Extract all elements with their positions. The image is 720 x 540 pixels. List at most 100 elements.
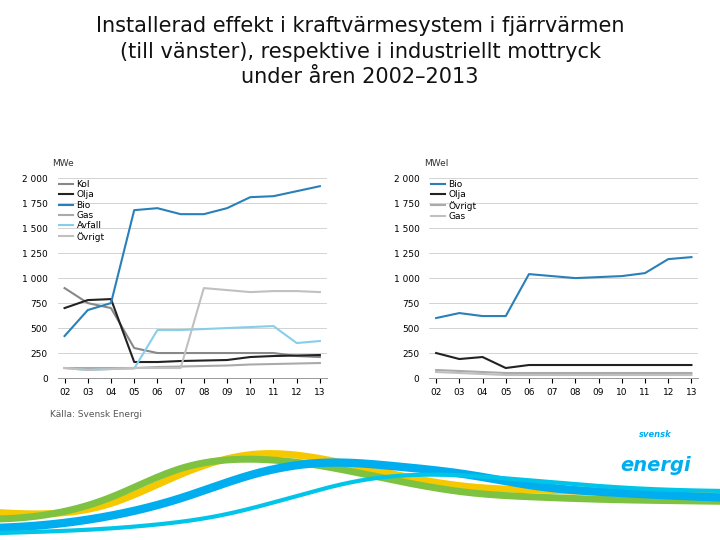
Gas bbox=[292, 360, 301, 367]
Olja bbox=[60, 305, 69, 311]
Olja bbox=[269, 353, 278, 359]
Gas bbox=[618, 372, 626, 378]
Text: MWe: MWe bbox=[53, 159, 74, 168]
Kol bbox=[176, 350, 185, 356]
Avfall bbox=[199, 326, 208, 332]
Kol bbox=[315, 354, 324, 360]
Olja bbox=[153, 359, 162, 365]
Bio bbox=[548, 273, 557, 279]
Line: Olja: Olja bbox=[65, 299, 320, 362]
Bio bbox=[176, 211, 185, 218]
Gas bbox=[60, 365, 69, 372]
Olja bbox=[525, 362, 534, 368]
Text: Installerad effekt i kraftvärmesystem i fjärrvärmen
(till vänster), respektive i: Installerad effekt i kraftvärmesystem i … bbox=[96, 16, 624, 87]
Övrigt bbox=[525, 370, 534, 376]
Övrigt bbox=[269, 288, 278, 294]
Olja bbox=[594, 362, 603, 368]
Bio bbox=[525, 271, 534, 278]
Olja bbox=[292, 352, 301, 359]
Gas bbox=[664, 372, 672, 378]
Olja bbox=[571, 362, 580, 368]
Avfall bbox=[84, 367, 92, 373]
Övrigt bbox=[60, 365, 69, 372]
Bio bbox=[292, 188, 301, 194]
Övrigt bbox=[455, 368, 464, 374]
Övrigt bbox=[664, 370, 672, 376]
Kol bbox=[130, 345, 138, 351]
Avfall bbox=[176, 327, 185, 333]
Övrigt bbox=[548, 370, 557, 376]
Bio bbox=[60, 333, 69, 339]
Olja bbox=[641, 362, 649, 368]
Text: energi: energi bbox=[620, 456, 690, 475]
Övrigt bbox=[432, 367, 441, 373]
Övrigt bbox=[501, 370, 510, 376]
Övrigt bbox=[315, 289, 324, 295]
Kol bbox=[199, 350, 208, 356]
Text: MWel: MWel bbox=[424, 159, 448, 168]
Bio bbox=[687, 254, 696, 260]
Bio bbox=[153, 205, 162, 211]
Gas bbox=[246, 361, 255, 368]
Bio bbox=[501, 313, 510, 319]
Övrigt bbox=[594, 370, 603, 376]
Bio bbox=[246, 194, 255, 200]
Bio bbox=[269, 193, 278, 199]
Olja bbox=[501, 365, 510, 372]
Gas bbox=[641, 372, 649, 378]
Olja bbox=[107, 296, 115, 302]
Line: Gas: Gas bbox=[436, 372, 691, 375]
Legend: Kol, Olja, Bio, Gas, Avfall, Övrigt: Kol, Olja, Bio, Gas, Avfall, Övrigt bbox=[60, 180, 104, 242]
Olja bbox=[199, 357, 208, 364]
Line: Avfall: Avfall bbox=[65, 326, 320, 370]
Gas bbox=[548, 372, 557, 378]
Bio bbox=[594, 274, 603, 280]
Övrigt bbox=[222, 287, 231, 293]
Gas bbox=[501, 372, 510, 378]
Line: Bio: Bio bbox=[65, 186, 320, 336]
Gas bbox=[222, 362, 231, 369]
Övrigt bbox=[246, 289, 255, 295]
Olja bbox=[130, 359, 138, 365]
Text: svensk: svensk bbox=[639, 430, 672, 439]
Bio bbox=[664, 256, 672, 262]
Övrigt bbox=[641, 370, 649, 376]
Legend: Bio, Olja, Övrigt, Gas: Bio, Olja, Övrigt, Gas bbox=[431, 180, 476, 221]
Olja bbox=[478, 354, 487, 360]
Kol bbox=[222, 350, 231, 356]
Bio bbox=[315, 183, 324, 190]
Text: Källa: Svensk Energi: Källa: Svensk Energi bbox=[50, 410, 143, 420]
Kol bbox=[246, 350, 255, 356]
Olja bbox=[432, 350, 441, 356]
Avfall bbox=[315, 338, 324, 345]
Bio bbox=[641, 270, 649, 276]
Bio bbox=[571, 275, 580, 281]
Övrigt bbox=[153, 365, 162, 372]
Olja bbox=[84, 297, 92, 303]
Gas bbox=[176, 363, 185, 370]
Övrigt bbox=[687, 370, 696, 376]
Line: Övrigt: Övrigt bbox=[436, 370, 691, 373]
Övrigt bbox=[618, 370, 626, 376]
Bio bbox=[84, 307, 92, 313]
Bio bbox=[432, 315, 441, 321]
Avfall bbox=[222, 325, 231, 331]
Gas bbox=[571, 372, 580, 378]
Kol bbox=[60, 285, 69, 292]
Bio bbox=[107, 300, 115, 306]
Gas bbox=[478, 371, 487, 377]
Kol bbox=[107, 305, 115, 311]
Bio bbox=[478, 313, 487, 319]
Bio bbox=[455, 310, 464, 316]
Gas bbox=[525, 372, 534, 378]
Line: Övrigt: Övrigt bbox=[65, 288, 320, 370]
Gas bbox=[153, 364, 162, 370]
Avfall bbox=[60, 365, 69, 372]
Övrigt bbox=[176, 365, 185, 372]
Gas bbox=[269, 361, 278, 367]
Övrigt bbox=[292, 288, 301, 294]
Bio bbox=[618, 273, 626, 279]
Bio bbox=[222, 205, 231, 211]
Övrigt bbox=[478, 369, 487, 375]
Gas bbox=[687, 372, 696, 378]
